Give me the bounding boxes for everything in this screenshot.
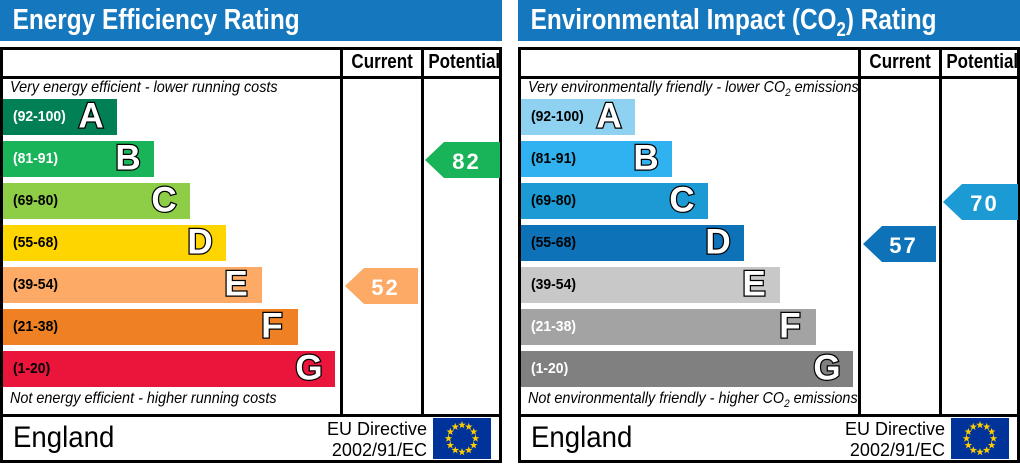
svg-text:C: C [669,183,694,219]
svg-text:G: G [295,351,322,387]
svg-text:E: E [224,267,247,303]
svg-text:C: C [151,183,176,219]
svg-text:D: D [705,225,730,261]
svg-text:F: F [779,309,800,345]
svg-text:D: D [187,225,212,261]
svg-text:52: 52 [371,275,399,300]
svg-text:E: E [742,267,765,303]
svg-text:A: A [78,99,103,135]
svg-text:B: B [115,141,140,177]
svg-text:B: B [633,141,658,177]
svg-text:A: A [596,99,621,135]
svg-text:F: F [261,309,282,345]
svg-text:82: 82 [452,149,480,174]
svg-text:G: G [813,351,840,387]
svg-text:57: 57 [889,233,917,258]
svg-text:70: 70 [970,191,998,216]
